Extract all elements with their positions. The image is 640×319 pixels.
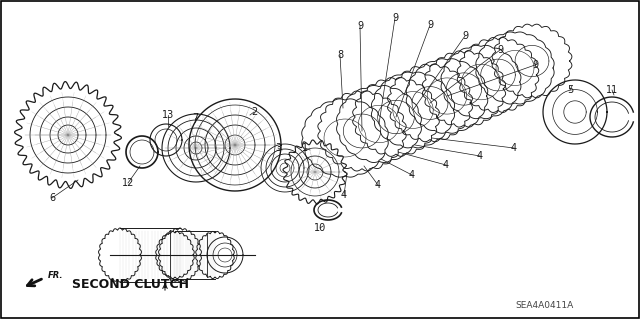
Text: 9: 9 — [357, 21, 363, 31]
Text: 3: 3 — [275, 143, 281, 153]
Text: 1: 1 — [302, 143, 308, 153]
Text: 9: 9 — [427, 20, 433, 30]
Text: 4: 4 — [477, 151, 483, 161]
Text: 11: 11 — [606, 85, 618, 95]
Text: 7: 7 — [192, 113, 198, 123]
Text: 9: 9 — [532, 60, 538, 70]
Text: 4: 4 — [375, 180, 381, 190]
Text: 10: 10 — [314, 223, 326, 233]
Text: 4: 4 — [511, 143, 517, 153]
Text: 4: 4 — [409, 170, 415, 180]
Text: 6: 6 — [49, 193, 55, 203]
Text: 5: 5 — [567, 85, 573, 95]
Text: 4: 4 — [341, 190, 347, 200]
Text: 9: 9 — [392, 13, 398, 23]
Text: 9: 9 — [462, 31, 468, 41]
Text: 9: 9 — [497, 45, 503, 55]
Text: 12: 12 — [122, 178, 134, 188]
Text: 8: 8 — [337, 50, 343, 60]
Text: SEA4A0411A: SEA4A0411A — [516, 300, 574, 309]
Text: 4: 4 — [443, 160, 449, 170]
Text: FR.: FR. — [48, 271, 63, 280]
Text: SECOND CLUTCH: SECOND CLUTCH — [72, 278, 189, 292]
Text: 2: 2 — [251, 107, 257, 117]
Text: 13: 13 — [162, 110, 174, 120]
